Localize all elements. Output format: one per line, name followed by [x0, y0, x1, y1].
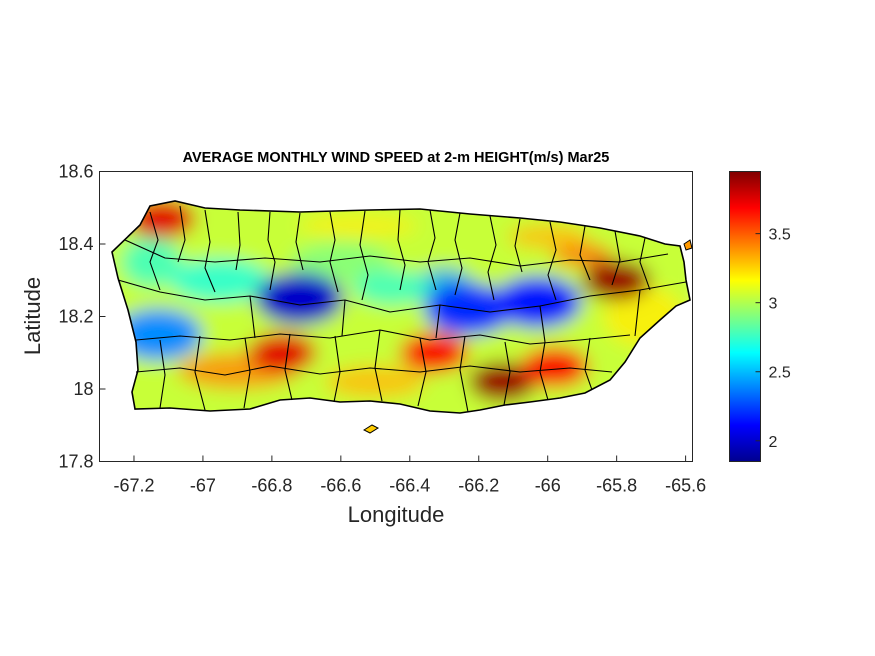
y-tick-label: 18.2 — [58, 307, 93, 327]
x-axis-title: Longitude — [348, 502, 445, 527]
island — [111, 200, 693, 434]
east-islet — [683, 239, 693, 251]
wind-feature-3 — [493, 276, 582, 328]
x-tick-label: -66.6 — [320, 476, 361, 496]
y-axis-title: Latitude — [20, 277, 45, 355]
field-tone-8 — [121, 237, 182, 288]
wind-feature-8 — [248, 332, 317, 373]
field-tone-4 — [325, 365, 426, 398]
y-tick-label: 18.6 — [58, 162, 93, 182]
colorbar-ticks: 3.5 3 2.5 2 — [755, 227, 791, 451]
field-tone-0 — [170, 258, 271, 303]
plot-title: AVERAGE MONTHLY WIND SPEED at 2-m HEIGHT… — [183, 150, 610, 166]
x-tick-label: -66.8 — [251, 476, 292, 496]
field-tone-1 — [352, 269, 433, 306]
x-tick-label: -67 — [190, 476, 216, 496]
colorbar-tick-label: 3.5 — [769, 227, 791, 244]
x-tick-label: -66.2 — [458, 476, 499, 496]
x-tick-label: -67.2 — [113, 476, 154, 496]
field-tone-7 — [298, 215, 419, 236]
wind-speed-field — [112, 201, 690, 413]
x-tick-label: -66.4 — [389, 476, 430, 496]
y-axis: 18.6 18.4 18.2 18 17.8 — [58, 162, 106, 472]
colorbar: 3.5 3 2.5 2 — [729, 171, 791, 462]
field-tone-2 — [290, 242, 391, 283]
colorbar-tick-label: 2.5 — [769, 365, 791, 382]
small-islet — [362, 424, 380, 434]
x-tick-label: -66 — [535, 476, 561, 496]
island-coastline — [111, 200, 691, 414]
wind-feature-5 — [582, 260, 651, 301]
wind-feature-7 — [399, 332, 468, 373]
y-tick-label: 18 — [73, 379, 93, 399]
y-tick-label: 18.4 — [58, 234, 93, 254]
colorbar-tick-label: 2 — [769, 434, 778, 451]
field-tone-6 — [507, 224, 588, 249]
y-tick-label: 17.8 — [58, 452, 93, 472]
x-tick-label: -65.8 — [596, 476, 637, 496]
colorbar-gradient — [729, 171, 761, 462]
x-tick-label: -65.6 — [665, 476, 706, 496]
x-axis: -67.2 -67 -66.8 -66.6 -66.4 -66.2 -66 -65.8 -65.… — [113, 455, 706, 496]
wind-feature-1 — [255, 272, 344, 325]
municipal-boundaries — [117, 205, 687, 413]
colorbar-tick-label: 3 — [769, 296, 778, 313]
wind-feature-9 — [520, 347, 589, 388]
